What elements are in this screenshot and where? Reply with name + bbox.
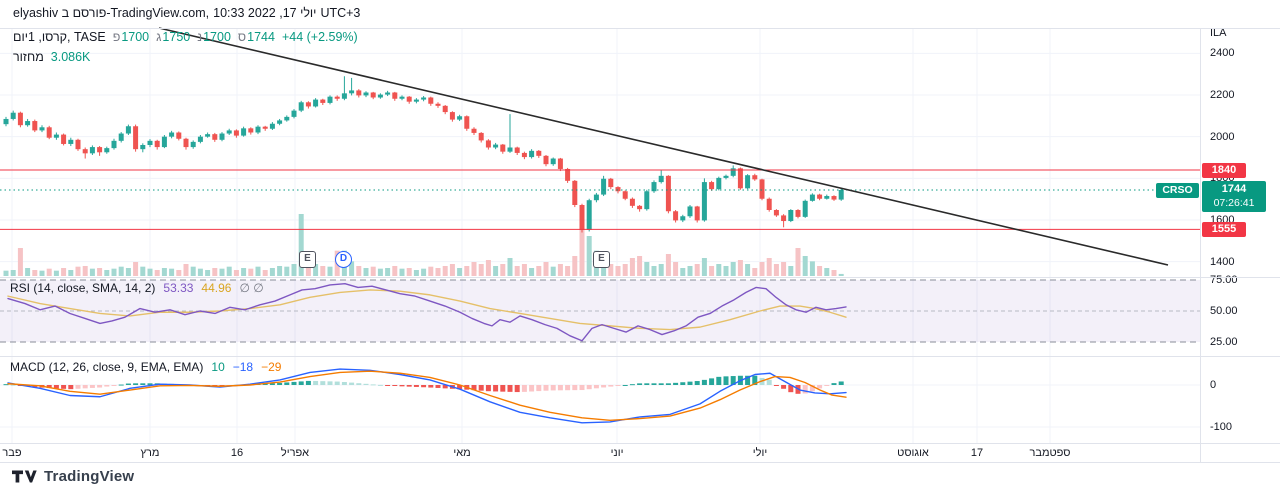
support-price-badge: 1555 bbox=[1202, 222, 1246, 237]
pane-separator[interactable] bbox=[0, 356, 1280, 357]
time-label: מאי bbox=[453, 447, 471, 459]
brand-name[interactable]: TradingView bbox=[44, 468, 135, 485]
time-label: מרץ bbox=[140, 447, 160, 459]
time-label: אפריל bbox=[280, 447, 310, 459]
ohlc-close: ס 1744 bbox=[237, 30, 275, 44]
volume-legend[interactable]: מחזור 3.086K bbox=[13, 50, 90, 64]
ohlc-low: נ 1700 bbox=[197, 30, 231, 44]
rsi-ma-value: 44.96 bbox=[201, 281, 232, 295]
price-tick: 2200 bbox=[1210, 89, 1235, 101]
time-label: אוגוסט bbox=[897, 447, 929, 459]
dividend-marker[interactable]: D bbox=[335, 251, 352, 268]
bar-countdown: 07:26:41 bbox=[1213, 197, 1255, 209]
pane-separator bbox=[0, 28, 1280, 29]
macd-hist-value: 10 bbox=[211, 360, 225, 374]
macd-title[interactable]: MACD (12, 26, close, 9, EMA, EMA) bbox=[10, 360, 204, 374]
last-price-badge: 1744 07:26:41 bbox=[1202, 181, 1266, 212]
pane-separator bbox=[0, 443, 1280, 444]
time-label: 16 bbox=[230, 447, 244, 459]
rsi-title[interactable]: RSI (14, close, SMA, 14, 2) bbox=[10, 281, 156, 295]
time-label: 17 bbox=[970, 447, 984, 459]
price-tick: 2400 bbox=[1210, 47, 1235, 60]
time-label: ספטמבר bbox=[1029, 447, 1071, 459]
earnings-marker[interactable]: E bbox=[593, 251, 610, 268]
macd-tick: -100 bbox=[1210, 421, 1233, 433]
change-value: +44 (+2.59%) bbox=[281, 30, 358, 44]
price-axis-separator bbox=[1200, 28, 1201, 462]
symbol-legend[interactable]: קרסו, 1יום, TASE פ 1700 ג 1750 נ 1700 ס 1744… bbox=[13, 30, 358, 44]
rsi-tick: 50.00 bbox=[1210, 305, 1238, 317]
pane-separator bbox=[0, 462, 1280, 463]
rsi-value: 53.33 bbox=[163, 281, 194, 295]
publisher-text: elyashiv פורסם ב-TradingView.com, bbox=[13, 6, 210, 20]
earnings-marker[interactable]: E bbox=[299, 251, 316, 268]
time-label: יוני bbox=[610, 447, 624, 459]
tradingview-logo-icon[interactable] bbox=[12, 468, 37, 485]
ohlc-open: פ 1700 bbox=[112, 30, 150, 44]
footer: TradingView bbox=[12, 468, 134, 485]
volume-value: 3.086K bbox=[50, 50, 91, 64]
rsi-tick: 25.00 bbox=[1210, 336, 1238, 348]
attribution-bar: elyashiv פורסם ב-TradingView.com, יולי 1… bbox=[13, 6, 360, 20]
symbol-tag-badge[interactable]: CRSO bbox=[1156, 183, 1199, 198]
macd-line-value: −18 bbox=[232, 360, 254, 374]
publish-datetime: יולי 17, 2022 10:33 bbox=[213, 6, 317, 20]
resistance-price-badge: 1840 bbox=[1202, 163, 1246, 178]
ohlc-high: ג 1750 bbox=[156, 30, 191, 44]
timezone-label: UTC+3 bbox=[320, 6, 361, 20]
rsi-band-values: ∅ ∅ bbox=[239, 281, 264, 295]
macd-legend[interactable]: MACD (12, 26, close, 9, EMA, EMA) 10 −18… bbox=[10, 360, 281, 374]
time-label: יולי bbox=[752, 447, 768, 459]
volume-label: מחזור bbox=[13, 50, 44, 64]
time-label: פבר bbox=[2, 447, 22, 459]
price-tick: 2000 bbox=[1210, 130, 1235, 143]
price-tick: 1400 bbox=[1210, 255, 1235, 268]
pane-separator[interactable] bbox=[0, 277, 1280, 278]
macd-signal-value: −29 bbox=[261, 360, 282, 374]
currency-label: ILA bbox=[1210, 27, 1227, 39]
last-price-value: 1744 bbox=[1221, 183, 1247, 195]
macd-tick: 0 bbox=[1210, 379, 1217, 391]
symbol-title[interactable]: קרסו, 1יום, TASE bbox=[13, 30, 106, 44]
rsi-legend[interactable]: RSI (14, close, SMA, 14, 2) 53.33 44.96 … bbox=[10, 281, 264, 295]
